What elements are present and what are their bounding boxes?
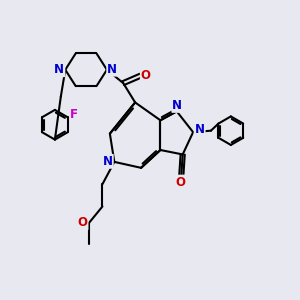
Text: N: N <box>107 63 117 76</box>
Text: O: O <box>141 69 151 82</box>
Text: N: N <box>54 63 64 76</box>
Text: N: N <box>195 123 205 136</box>
Text: O: O <box>176 176 186 189</box>
Text: F: F <box>70 108 78 122</box>
Text: O: O <box>77 216 88 229</box>
Text: N: N <box>172 99 182 112</box>
Text: N: N <box>103 155 113 168</box>
